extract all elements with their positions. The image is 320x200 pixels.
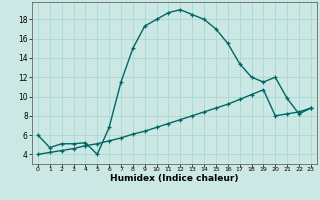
X-axis label: Humidex (Indice chaleur): Humidex (Indice chaleur)	[110, 174, 239, 183]
